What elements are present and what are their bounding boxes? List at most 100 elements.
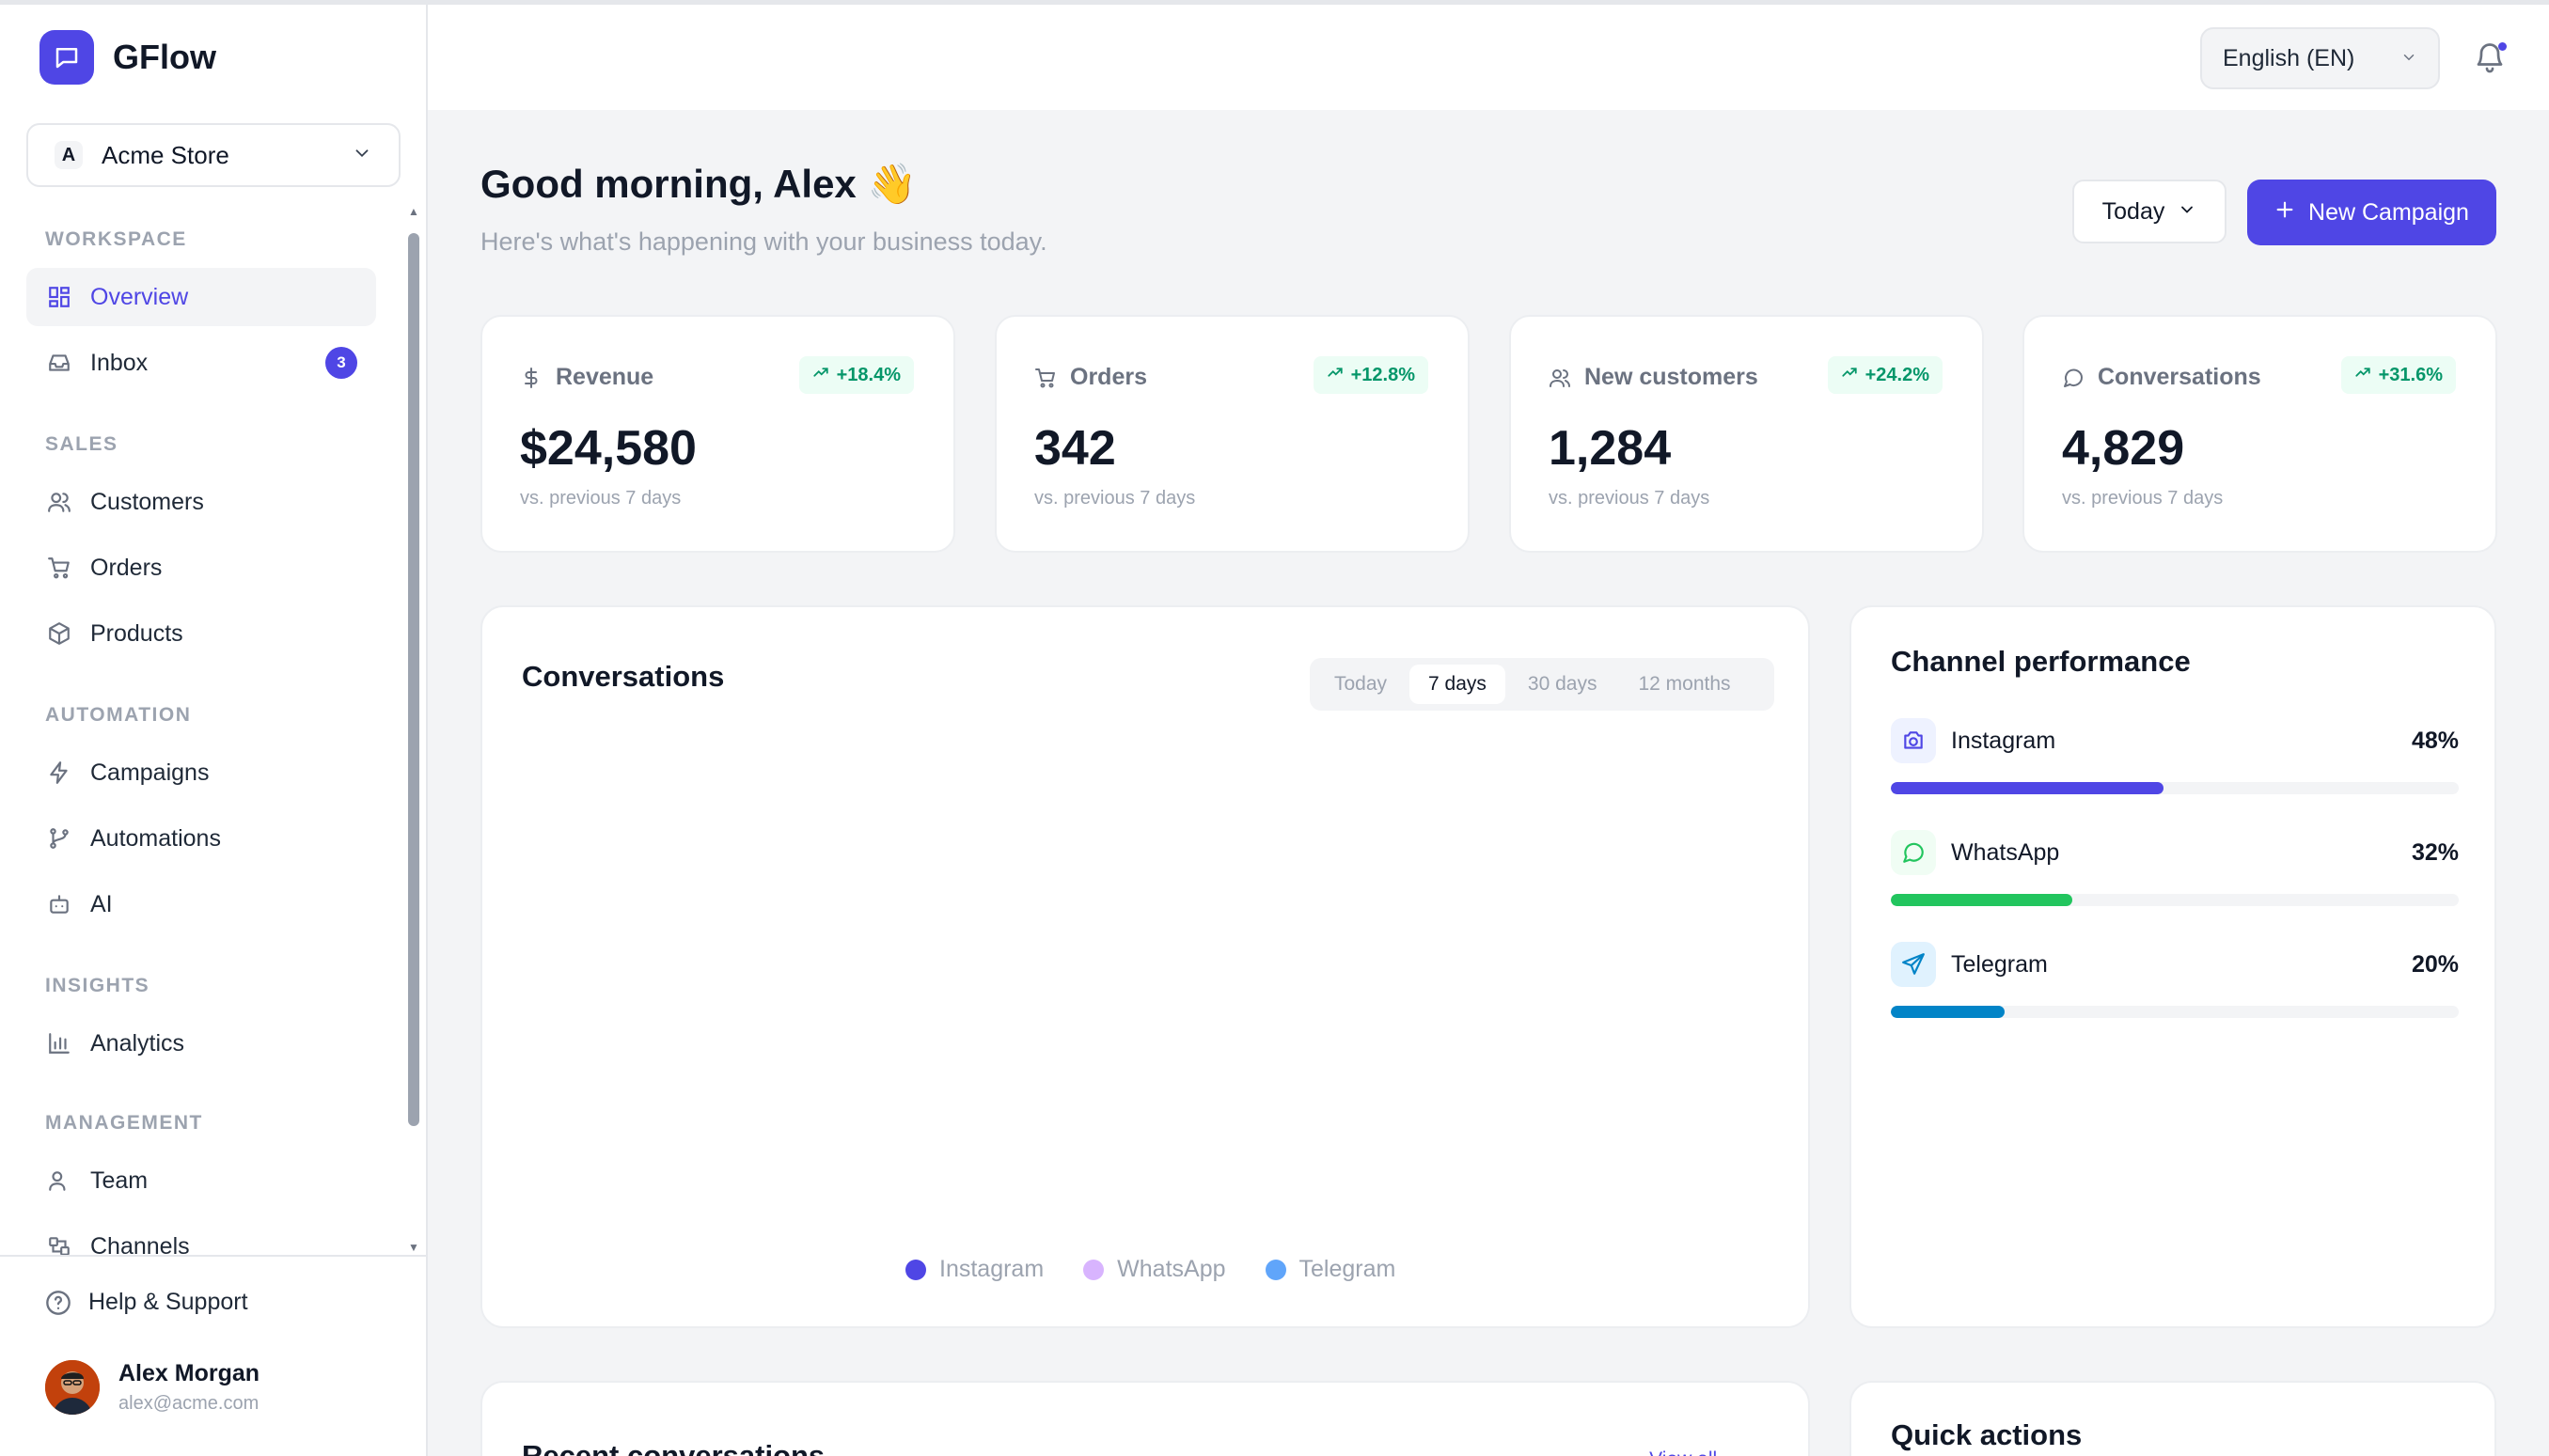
user-email: alex@acme.com — [118, 1393, 260, 1414]
bot-icon — [45, 890, 73, 918]
sidebar-item-label: Overview — [90, 283, 189, 310]
trend-up-icon — [812, 364, 829, 386]
sidebar: GFlow A Acme Store WORKSPACE Overview In… — [0, 5, 428, 1456]
trend-up-icon — [2354, 364, 2371, 386]
chevron-down-icon — [352, 143, 372, 168]
sidebar-item-overview[interactable]: Overview — [26, 268, 376, 326]
period-tabs: Today 7 days 30 days 12 months — [1310, 658, 1774, 711]
language-selector[interactable]: English (EN) — [2200, 27, 2440, 89]
channel-row-whatsapp: WhatsApp 32% — [1891, 830, 2459, 906]
new-campaign-button[interactable]: New Campaign — [2247, 180, 2496, 245]
sidebar-item-team[interactable]: Team — [26, 1151, 376, 1210]
sidebar-scrollbar[interactable]: ▲ ▼ — [406, 205, 421, 1254]
store-selector[interactable]: A Acme Store — [26, 123, 401, 187]
stat-note: vs. previous 7 days — [2062, 488, 2224, 509]
page-title: Good morning, Alex 👋 — [480, 162, 917, 206]
dollar-icon — [520, 367, 543, 389]
period-selector[interactable]: Today — [2072, 180, 2226, 243]
sidebar-item-automations[interactable]: Automations — [26, 809, 376, 868]
recent-conversations-card: Recent conversations View all → — [480, 1381, 1810, 1456]
help-label: Help & Support — [88, 1289, 248, 1315]
sidebar-item-orders[interactable]: Orders — [26, 539, 376, 597]
stat-card-orders: Orders +12.8% 342 vs. previous 7 days — [995, 315, 1470, 553]
legend-item-whatsapp[interactable]: WhatsApp — [1083, 1256, 1226, 1283]
page-subtitle: Here's what's happening with your busine… — [480, 227, 1047, 256]
sidebar-item-ai[interactable]: AI — [26, 875, 376, 933]
sidebar-item-label: Customers — [90, 488, 204, 515]
bar-chart-icon — [45, 1029, 73, 1057]
scroll-up-arrow-icon[interactable]: ▲ — [408, 205, 419, 218]
trend-badge: +24.2% — [1827, 356, 1943, 394]
legend-label: Instagram — [939, 1256, 1045, 1282]
sidebar-item-label: AI — [90, 890, 113, 917]
tab-30-days[interactable]: 30 days — [1527, 673, 1597, 695]
window-top-border — [0, 0, 2549, 5]
logo-chat-icon — [39, 30, 94, 85]
sidebar-item-label: Analytics — [90, 1029, 185, 1057]
card-title: Channel performance — [1891, 645, 2191, 678]
top-header: English (EN) — [428, 5, 2549, 110]
sidebar-item-label: Team — [90, 1166, 149, 1194]
sidebar-item-products[interactable]: Products — [26, 604, 376, 663]
legend-item-instagram[interactable]: Instagram — [905, 1256, 1044, 1283]
lightning-icon — [45, 759, 73, 787]
view-all-link[interactable]: View all → — [1649, 1448, 1742, 1456]
app-name: GFlow — [113, 38, 216, 76]
tab-7-days[interactable]: 7 days — [1409, 665, 1505, 704]
notifications-button[interactable] — [2473, 40, 2510, 78]
trend-up-icon — [1327, 364, 1344, 386]
scroll-down-arrow-icon[interactable]: ▼ — [408, 1241, 419, 1254]
progress-fill — [1891, 782, 2164, 794]
notification-dot — [2498, 42, 2507, 51]
stat-card-conversations: Conversations +31.6% 4,829 vs. previous … — [2022, 315, 2497, 553]
stat-note: vs. previous 7 days — [1034, 488, 1196, 509]
stat-note: vs. previous 7 days — [520, 488, 682, 509]
legend-dot — [1083, 1259, 1105, 1280]
store-initial: A — [55, 141, 83, 169]
quick-actions-card: Quick actions — [1849, 1381, 2496, 1456]
card-title: Recent conversations — [522, 1439, 826, 1456]
sidebar-item-campaigns[interactable]: Campaigns — [26, 744, 376, 802]
progress-fill — [1891, 1006, 2005, 1018]
trend-badge: +12.8% — [1313, 356, 1428, 394]
users-icon — [1549, 367, 1571, 389]
progress-bar — [1891, 782, 2459, 794]
help-circle-icon — [45, 1290, 71, 1316]
sidebar-item-label: Automations — [90, 824, 221, 852]
legend-item-telegram[interactable]: Telegram — [1265, 1256, 1396, 1283]
stat-value: 4,829 — [2062, 421, 2185, 476]
sidebar-item-channels[interactable]: Channels — [26, 1217, 376, 1255]
channel-percent: 32% — [2411, 838, 2459, 866]
trend-value: +24.2% — [1865, 364, 1929, 385]
user-profile[interactable]: Alex Morgan alex@acme.com — [45, 1360, 260, 1415]
users-icon — [45, 488, 73, 516]
channel-row-instagram: Instagram 48% — [1891, 718, 2459, 794]
section-sales: SALES — [45, 433, 118, 455]
brand[interactable]: GFlow — [39, 30, 216, 85]
conversations-card: Conversations Today 7 days 30 days 12 mo… — [480, 605, 1810, 1328]
sidebar-item-inbox[interactable]: Inbox 3 — [26, 334, 376, 392]
sidebar-item-analytics[interactable]: Analytics — [26, 1014, 376, 1072]
sidebar-item-customers[interactable]: Customers — [26, 473, 376, 531]
chevron-down-icon — [2400, 45, 2417, 72]
bell-icon — [2473, 43, 2507, 78]
trend-value: +12.8% — [1350, 364, 1415, 385]
tab-12-months[interactable]: 12 months — [1638, 673, 1731, 695]
cart-icon — [45, 554, 73, 582]
chart-legend: Instagram WhatsApp Telegram — [905, 1256, 1395, 1283]
channel-percent: 20% — [2411, 950, 2459, 978]
tab-today[interactable]: Today — [1334, 673, 1388, 695]
scrollbar-thumb[interactable] — [408, 233, 419, 1126]
legend-label: Telegram — [1298, 1256, 1396, 1282]
help-support-link[interactable]: Help & Support — [45, 1289, 248, 1316]
channel-name: Instagram — [1951, 727, 2056, 754]
stat-card-revenue: Revenue +18.4% $24,580 vs. previous 7 da… — [480, 315, 955, 553]
card-title: Quick actions — [1891, 1418, 2083, 1451]
chevron-down-icon — [2178, 198, 2196, 226]
grid-icon — [45, 283, 73, 311]
cart-icon — [1034, 367, 1057, 389]
user-name: Alex Morgan — [118, 1360, 260, 1386]
trend-value: +18.4% — [836, 364, 901, 385]
inbox-icon — [45, 349, 73, 377]
stat-label: Conversations — [2098, 364, 2261, 390]
